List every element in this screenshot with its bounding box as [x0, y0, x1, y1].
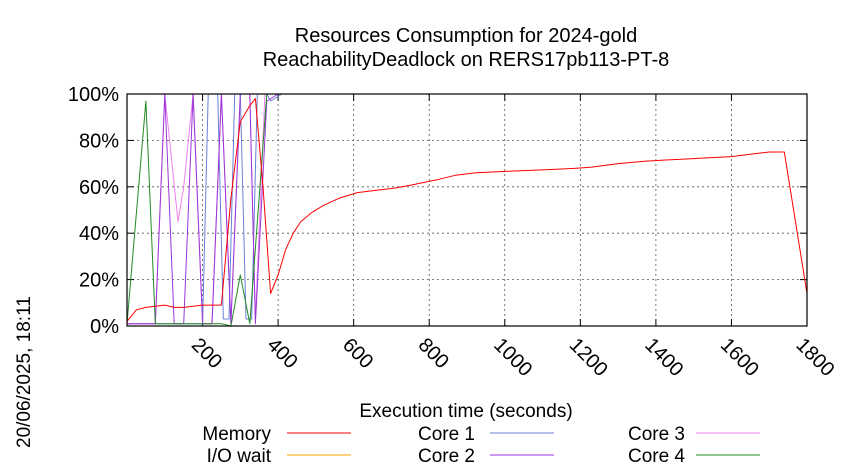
series-line-core-4: [126, 93, 807, 327]
x-tick-label: 1200: [565, 334, 612, 381]
x-tick-label: 1600: [716, 334, 763, 381]
x-tick-label: 1400: [640, 334, 687, 381]
chart-title: Resources Consumption for 2024-gold: [295, 25, 637, 47]
series-lines: [126, 93, 808, 327]
legend-label-core-4: Core 4: [628, 446, 685, 467]
legend-label-i-o-wait: I/O wait: [207, 446, 272, 467]
y-tick-label: 40%: [79, 223, 119, 245]
y-tick-label: 60%: [79, 177, 119, 199]
series-line-core-2: [127, 93, 808, 325]
x-axis-label: Execution time (seconds): [359, 401, 572, 422]
plot-border: [126, 93, 808, 327]
series-line-memory: [126, 98, 808, 322]
legend-label-core-1: Core 1: [418, 424, 475, 445]
x-tick-label: 1000: [489, 334, 536, 381]
y-axis-ticks: 0% 20% 40% 60% 80% 100%: [68, 84, 807, 338]
grid: [127, 93, 808, 327]
legend-label-core-3: Core 3: [628, 424, 685, 445]
y-tick-label: 80%: [79, 130, 119, 152]
legend-label-memory: Memory: [202, 424, 271, 445]
x-tick-label: 200: [187, 334, 226, 373]
chart-subtitle: ReachabilityDeadlock on RERS17pb113-PT-8: [263, 49, 670, 71]
y-tick-label: 0%: [90, 316, 119, 338]
x-tick-label: 600: [338, 334, 377, 373]
x-tick-label: 800: [414, 334, 453, 373]
y-tick-label: 20%: [79, 270, 119, 292]
y-tick-label: 100%: [68, 84, 119, 106]
x-tick-label: 400: [263, 334, 302, 373]
x-tick-label: 1800: [791, 334, 838, 381]
legend-label-core-2: Core 2: [418, 446, 475, 467]
timestamp: 20/06/2025, 18:11: [14, 296, 35, 448]
x-axis-ticks: 200 400 600 800 1000 1200 1400 1600 1800: [187, 94, 838, 381]
